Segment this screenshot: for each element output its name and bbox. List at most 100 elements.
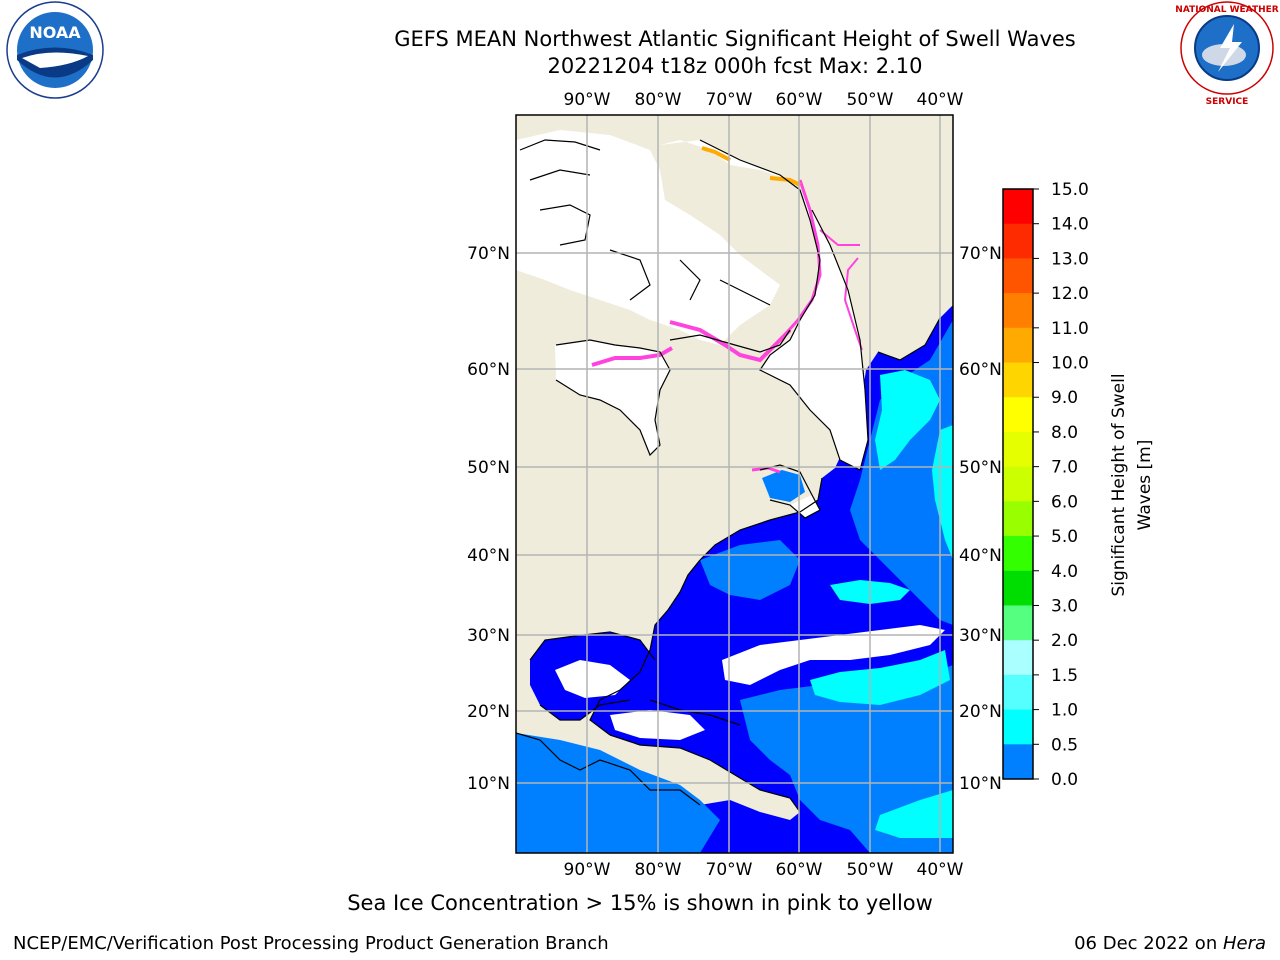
lat-labels-left: 70°N 60°N 50°N 40°N 30°N 20°N 10°N [467,244,510,794]
lat-label: 10°N [467,774,510,794]
colorbar-segment [1003,362,1033,398]
lat-label: 70°N [959,244,1002,264]
colorbar-label-line2: Waves [m] [1135,440,1155,531]
ice-edge-hudson [591,346,674,367]
svg-text:NATIONAL WEATHER: NATIONAL WEATHER [1175,5,1278,15]
lon-label: 40°W [917,860,964,880]
graticule [516,115,953,853]
colorbar-tick-label: 9.0 [1051,388,1078,408]
noaa-logo-text: NOAA [29,23,81,42]
calm-patch-central [722,625,945,685]
colorbar-tick-label: 13.0 [1051,249,1089,269]
lon-label: 80°W [635,860,682,880]
colorbar-tick-label: 1.5 [1051,666,1078,686]
footer-date: 06 Dec 2022 on Hera [1074,933,1266,954]
colorbar-segment [1003,501,1033,537]
lat-label: 50°N [959,458,1002,478]
lat-labels-right: 70°N 60°N 50°N 40°N 30°N 20°N 10°N [959,244,1002,794]
colorbar [1002,188,1034,780]
ice-edge-baffin [778,179,822,342]
map-subtitle: 20221204 t18z 000h fcst Max: 2.10 [547,54,923,78]
colorbar-tick-label: 10.0 [1051,354,1089,374]
colorbar-tick-label: 6.0 [1051,492,1078,512]
colorbar-segment [1003,431,1033,468]
lon-labels-bottom: 90°W 80°W 70°W 60°W 50°W 40°W [564,860,964,880]
calm-patch-nova-scotia [790,495,820,518]
colorbar-segment [1003,397,1033,433]
colorbar-segment [1003,466,1033,502]
footer-date-text: 06 Dec 2022 on [1074,933,1223,954]
lon-label: 70°W [706,860,753,880]
colorbar-frame [1002,188,1034,780]
lon-label: 50°W [847,90,894,110]
lat-label: 50°N [467,458,510,478]
calm-patch-gulf [555,660,630,698]
colorbar-tick-label: 7.0 [1051,458,1078,478]
lon-labels-top: 90°W 80°W 70°W 60°W 50°W 40°W [564,90,964,110]
ice-edge-hudson-strait [669,320,792,363]
lat-label: 40°N [959,546,1002,566]
colorbar-tick-label: 8.0 [1051,423,1078,443]
ice-caption: Sea Ice Concentration > 15% is shown in … [347,891,933,915]
swell-high-east [932,425,953,560]
footer-producer: NCEP/EMC/Verification Post Processing Pr… [13,933,609,954]
lat-label: 60°N [467,360,510,380]
svg-text:SERVICE: SERVICE [1206,97,1249,107]
colorbar-segment [1003,709,1033,745]
nws-logo: NATIONAL WEATHER SERVICE [1175,1,1279,107]
colorbar-tick-label: 14.0 [1051,215,1089,235]
colorbar-tick-label: 1.0 [1051,701,1078,721]
colorbar-segment [1003,640,1033,676]
arctic-ice [516,130,780,345]
lon-label: 40°W [917,90,964,110]
swell-high-north [875,370,940,470]
map-title: GEFS MEAN Northwest Atlantic Significant… [394,27,1076,51]
swell-high-tropic [810,650,950,705]
colorbar-segment [1003,258,1033,294]
colorbar-segment [1003,744,1033,780]
colorbar-tick-label: 3.0 [1051,596,1078,616]
swell-high-south [875,790,953,838]
colorbar-segment [1003,674,1033,711]
lon-label: 80°W [635,90,682,110]
lon-label: 90°W [564,860,611,880]
colorbar-tick-label: 15.0 [1051,180,1089,200]
colorbar-tick-label: 11.0 [1051,319,1089,339]
lat-label: 70°N [467,244,510,264]
colorbar-segment [1003,605,1033,641]
lon-label: 60°W [776,860,823,880]
colorbar-tick-label: 0.5 [1051,735,1078,755]
lat-label: 30°N [467,626,510,646]
lat-label: 60°N [959,360,1002,380]
lat-label: 20°N [467,702,510,722]
colorbar-segment [1003,223,1033,259]
colorbar-tick-label: 12.0 [1051,284,1089,304]
colorbar-segment [1003,327,1033,364]
lon-label: 90°W [564,90,611,110]
colorbar-segment [1003,189,1033,225]
noaa-logo: NOAA [6,1,104,99]
colorbar-tick-label: 0.0 [1051,770,1078,790]
lat-label: 30°N [959,626,1002,646]
lon-label: 50°W [847,860,894,880]
lat-label: 40°N [467,546,510,566]
lat-label: 10°N [959,774,1002,794]
colorbar-segment [1003,570,1033,606]
colorbar-segment [1003,293,1033,329]
colorbar-tick-label: 5.0 [1051,527,1078,547]
lon-label: 70°W [706,90,753,110]
lat-label: 20°N [959,702,1002,722]
colorbar-label-line1: Significant Height of Swell [1109,373,1129,596]
gulf-st-lawrence [762,470,805,502]
colorbar-segment [1003,536,1033,572]
map-panel [516,115,953,853]
map-frame [515,114,954,854]
baffin-region [660,140,868,470]
footer-host: Hera [1222,933,1266,954]
ice-edge-labrador [819,229,863,351]
colorbar-tick-label: 2.0 [1051,631,1078,651]
colorbar-tick-label: 4.0 [1051,562,1078,582]
coastlines [516,139,941,813]
swell-band-south [740,665,953,853]
